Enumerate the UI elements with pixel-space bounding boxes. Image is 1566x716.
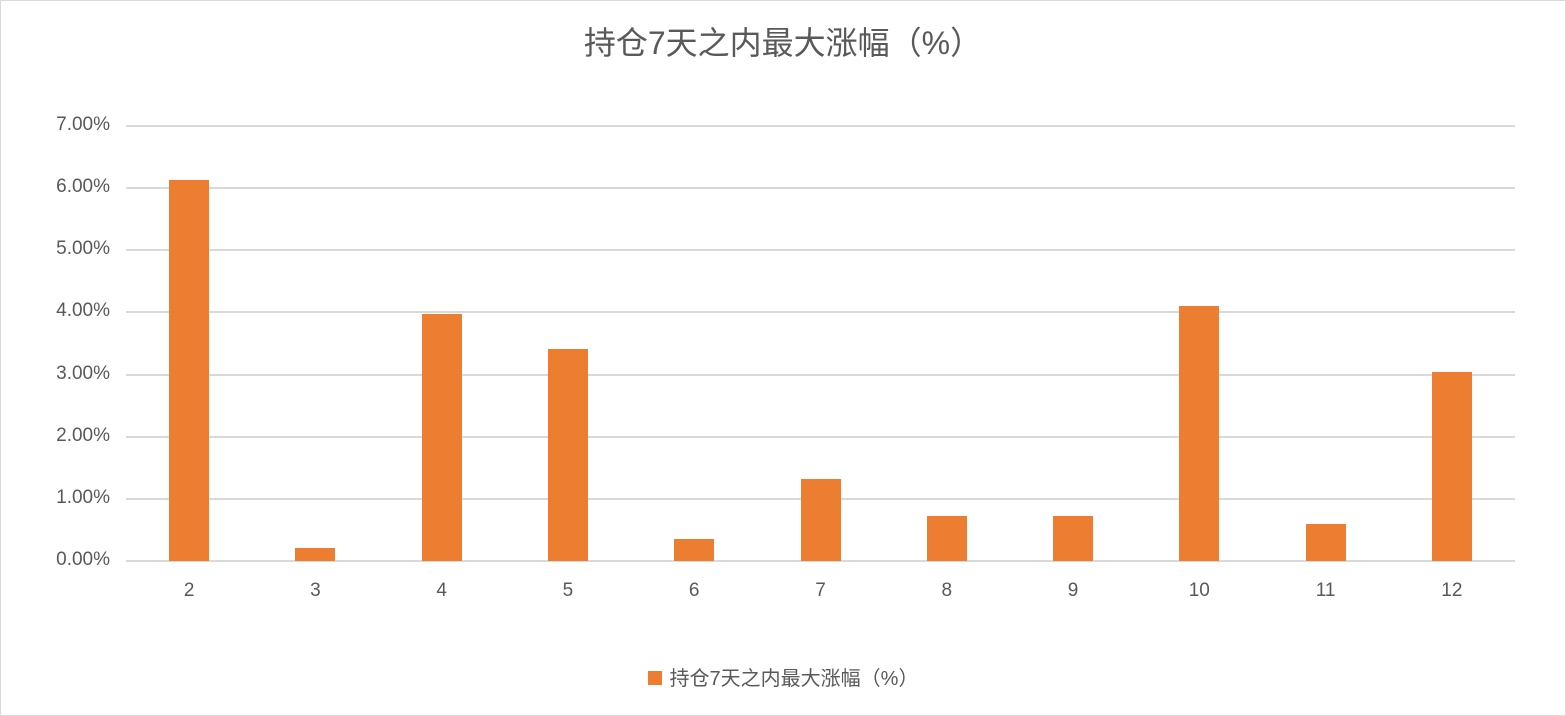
x-tick-label: 6 bbox=[688, 580, 700, 601]
chart-title: 持仓7天之内最大涨幅（%） bbox=[583, 25, 983, 61]
y-tick-label: 2.00% bbox=[56, 424, 110, 446]
x-tick-label: 11 bbox=[1315, 580, 1336, 601]
y-tick-label: 6.00% bbox=[56, 176, 110, 198]
x-tick-label: 3 bbox=[310, 580, 321, 601]
gridline bbox=[126, 187, 1515, 190]
x-tick-label: 9 bbox=[1067, 580, 1079, 601]
x-tick-label: 2 bbox=[183, 580, 195, 601]
gridline bbox=[126, 373, 1515, 376]
gridline bbox=[126, 435, 1515, 438]
x-tick-label: 5 bbox=[562, 580, 574, 601]
x-tick-label: 12 bbox=[1441, 580, 1463, 601]
bar-9 bbox=[1053, 516, 1094, 561]
y-tick-label: 1.00% bbox=[56, 486, 110, 508]
gridline bbox=[126, 249, 1515, 252]
gridline bbox=[126, 560, 1515, 562]
x-tick-label: 10 bbox=[1188, 580, 1210, 601]
legend-label: 持仓7天之内最大涨幅（%） bbox=[669, 668, 919, 690]
y-tick-label: 7.00% bbox=[56, 114, 110, 135]
x-tick-label: 8 bbox=[941, 580, 953, 601]
bar-12 bbox=[1431, 372, 1472, 561]
gridline bbox=[126, 311, 1515, 314]
x-tick-label: 4 bbox=[436, 580, 447, 601]
bar-4 bbox=[421, 313, 462, 561]
bar-3 bbox=[295, 547, 336, 561]
gridline bbox=[126, 125, 1515, 127]
bar-11 bbox=[1305, 523, 1346, 561]
bar-8 bbox=[926, 516, 967, 561]
legend-swatch-icon bbox=[647, 670, 662, 685]
y-tick-label: 3.00% bbox=[56, 362, 110, 384]
y-tick-label: 5.00% bbox=[56, 238, 110, 260]
bar-5 bbox=[547, 349, 588, 561]
y-tick-label: 4.00% bbox=[56, 300, 110, 322]
x-tick-label: 7 bbox=[815, 580, 826, 601]
legend: 持仓7天之内最大涨幅（%） bbox=[0, 662, 1566, 691]
bar-2 bbox=[169, 180, 210, 561]
bar-6 bbox=[674, 539, 715, 561]
bar-7 bbox=[800, 478, 841, 561]
bar-10 bbox=[1179, 305, 1220, 561]
y-tick-label: 0.00% bbox=[56, 549, 110, 570]
